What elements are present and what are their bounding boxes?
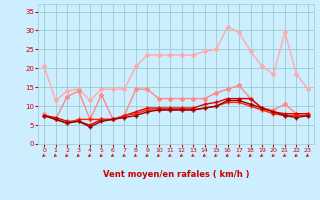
X-axis label: Vent moyen/en rafales ( km/h ): Vent moyen/en rafales ( km/h ) <box>103 170 249 179</box>
